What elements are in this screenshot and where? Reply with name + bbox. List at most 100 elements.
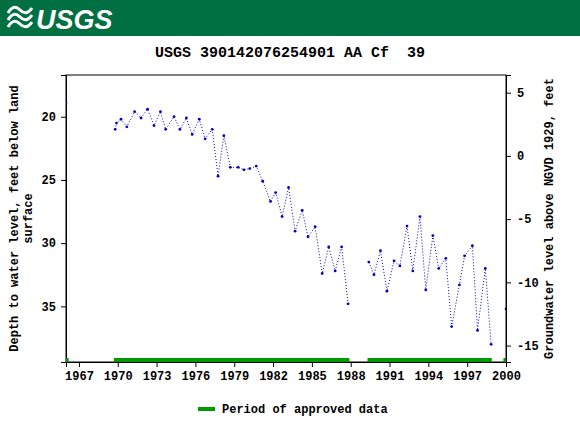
tick-label: 1997 (453, 370, 482, 384)
data-point (431, 234, 434, 237)
tick-label: 1967 (65, 370, 94, 384)
data-point (198, 118, 201, 121)
tick: 0 (506, 150, 524, 164)
data-point (261, 180, 264, 183)
tick: 1973 (143, 362, 172, 384)
tick-mark (79, 362, 80, 367)
data-point (140, 117, 143, 120)
title: USGS 390142076254901 AA Cf 39 (155, 45, 425, 62)
data-point (204, 137, 207, 140)
tick-mark (506, 219, 511, 220)
data-point (185, 117, 188, 120)
legend-swatch (198, 407, 215, 411)
data-point (248, 167, 251, 170)
data-point (463, 254, 466, 257)
tick: 35 (42, 301, 66, 315)
tick-mark (506, 93, 511, 94)
approved-period (114, 358, 350, 362)
data-point (120, 118, 123, 121)
data-point (347, 302, 350, 305)
tick: 30 (42, 237, 66, 251)
data-point (229, 166, 232, 169)
tick: -15 (506, 340, 539, 354)
tick-mark (118, 362, 119, 367)
tick: 1982 (259, 362, 288, 384)
data-point (437, 267, 440, 270)
axis-line (67, 363, 507, 368)
data-point (125, 125, 128, 128)
tick-mark (61, 180, 66, 181)
approved-period (503, 358, 506, 362)
data-point (419, 215, 422, 218)
data-point (217, 175, 220, 178)
data-point (178, 128, 181, 131)
data-point (321, 272, 324, 275)
tick-label: 1985 (298, 370, 327, 384)
plot-area (66, 101, 506, 360)
plot-frame (66, 75, 506, 362)
tick-label: 1982 (259, 370, 288, 384)
tick-label: -10 (517, 277, 539, 291)
tick-mark (506, 346, 511, 347)
data-point (307, 235, 310, 238)
data-point (458, 283, 461, 286)
data-point (164, 128, 167, 131)
data-point (153, 124, 156, 127)
tick-label: 35 (42, 301, 56, 315)
tick: 1994 (414, 362, 443, 384)
data-point (386, 290, 389, 293)
data-point (294, 230, 297, 233)
data-point (159, 110, 162, 113)
tick-mark (506, 282, 511, 283)
tick: 1985 (298, 362, 327, 384)
tick-label: 5 (517, 87, 524, 101)
tick-label: 0 (517, 150, 524, 164)
data-point (255, 165, 258, 168)
data-point (173, 115, 176, 118)
data-point (133, 110, 136, 113)
data-point (115, 122, 118, 125)
data-point (367, 261, 370, 264)
data-point (393, 259, 396, 262)
tick: -10 (506, 277, 539, 291)
data-point (424, 289, 427, 292)
data-point (476, 329, 479, 332)
tick: 20 (42, 111, 66, 125)
tick-mark (351, 362, 352, 367)
data-point (334, 270, 337, 273)
tick-mark (312, 362, 313, 367)
header-band (0, 0, 580, 36)
tick-label: -15 (517, 340, 539, 354)
tick-mark (467, 362, 468, 367)
x-axis: 1967197019731976197919821985198819911994… (65, 362, 521, 384)
tick-label: 1988 (337, 370, 366, 384)
tick: -5 (506, 213, 531, 227)
tick-label: 2000 (492, 370, 521, 384)
data-point (471, 244, 474, 247)
logo-text: USGS (36, 5, 113, 35)
y2-axis: 5 0 -5 -10 -15 (506, 76, 539, 363)
data-point (191, 133, 194, 136)
tick-mark (195, 362, 196, 367)
data-point (450, 325, 453, 328)
tick-label: 20 (42, 111, 56, 125)
y-axis-title: Depth to water level, feet below landsur… (8, 85, 36, 351)
axis-line (507, 76, 512, 363)
data-point (327, 246, 330, 249)
data-point (269, 200, 272, 203)
tick-label: 25 (42, 174, 56, 188)
tick: 1967 (65, 362, 94, 384)
tick-mark (61, 117, 66, 118)
data-point (398, 265, 401, 268)
data-point (314, 225, 317, 228)
tick: 1976 (182, 362, 211, 384)
tick: 1979 (220, 362, 249, 384)
data-point (274, 191, 277, 194)
tick-label: 1979 (220, 370, 249, 384)
data-point (281, 215, 284, 218)
data-point (411, 270, 414, 273)
tick: 1988 (337, 362, 366, 384)
data-point (287, 186, 290, 189)
data-point (490, 343, 493, 346)
tick: 25 (42, 174, 66, 188)
